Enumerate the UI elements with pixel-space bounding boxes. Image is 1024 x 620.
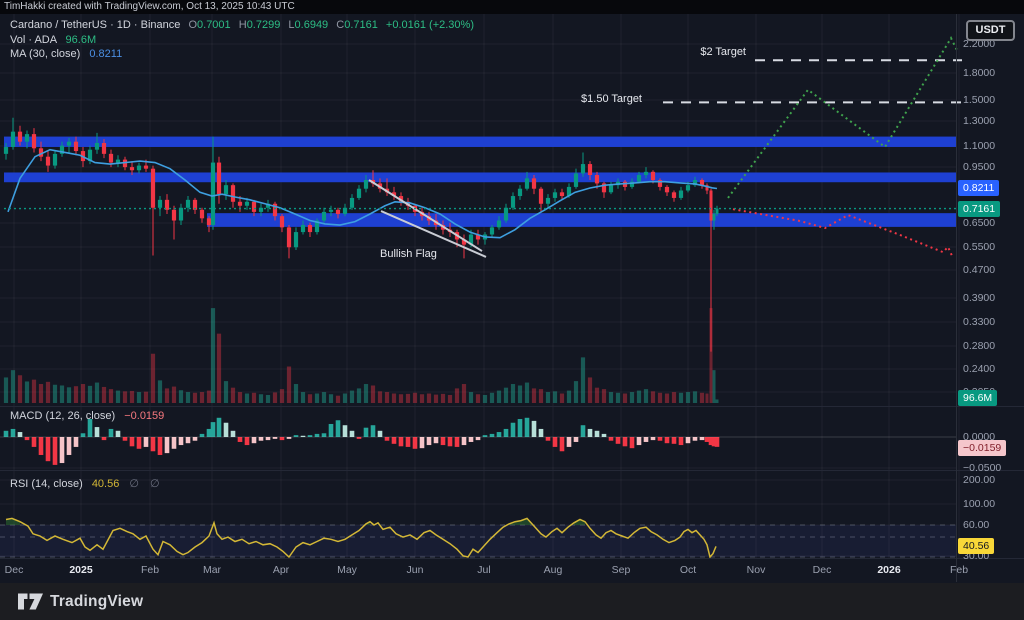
- currency-toggle-button[interactable]: USDT: [966, 20, 1015, 41]
- bullish-flag-label[interactable]: Bullish Flag: [380, 248, 437, 260]
- axis-tick: 1.5000: [963, 94, 996, 106]
- axis-price-badge: 96.6M: [958, 390, 998, 406]
- axis-tick: 0.6500: [963, 217, 996, 229]
- ma-label: MA (30, close): [10, 48, 81, 60]
- time-tick: Jun: [406, 564, 424, 576]
- flag-trendlines[interactable]: [368, 179, 487, 258]
- volume-value: 96.6M: [65, 34, 97, 46]
- volume-label: Vol · ADA: [10, 34, 57, 46]
- pane-borders: [0, 14, 1024, 582]
- axis-tick: 200.00: [963, 474, 996, 486]
- legend-volume-row[interactable]: Vol · ADA 96.6M: [10, 34, 96, 46]
- axis-price-badge: −0.0159: [958, 440, 1007, 456]
- axis-tick: −0.0500: [963, 462, 1002, 474]
- axis-tick: 1.8000: [963, 67, 996, 79]
- time-tick: Nov: [746, 564, 766, 576]
- rsi-label: RSI (14, close): [10, 478, 83, 490]
- gridlines: [0, 14, 960, 558]
- time-tick: Apr: [272, 564, 290, 576]
- time-tick: Dec: [812, 564, 832, 576]
- time-tick: Dec: [4, 564, 24, 576]
- change-value: +0.0161 (+2.30%): [385, 19, 474, 31]
- attribution-bar: TimHakki created with TradingView.com, O…: [0, 0, 1024, 14]
- axis-tick: 0.5500: [963, 241, 996, 253]
- axis-tick: 1.3000: [963, 115, 996, 127]
- time-tick: Feb: [949, 564, 969, 576]
- rsi-value: 40.56: [91, 478, 120, 490]
- close-value: 0.7161: [344, 19, 378, 31]
- target-150-label[interactable]: $1.50 Target: [581, 93, 642, 105]
- legend-symbol-row[interactable]: Cardano / TetherUS · 1D · Binance O0.700…: [10, 19, 474, 31]
- close-label: C: [336, 19, 345, 31]
- axis-tick: 0.3300: [963, 316, 996, 328]
- symbol-title[interactable]: Cardano / TetherUS · 1D · Binance: [10, 19, 181, 31]
- time-tick: May: [337, 564, 357, 576]
- rsi-hidden-ma-icons[interactable]: ∅ ∅: [129, 478, 164, 490]
- macd-label: MACD (12, 26, close): [10, 410, 116, 422]
- time-tick: Sep: [611, 564, 631, 576]
- time-tick: Jul: [477, 564, 491, 576]
- low-value: 0.6949: [294, 19, 329, 31]
- low-label: L: [288, 19, 295, 31]
- target-dashed-lines[interactable]: [663, 59, 962, 104]
- axis-tick: 0.3900: [963, 292, 996, 304]
- tradingview-logo-icon: [18, 593, 43, 610]
- axis-tick: 2.2000: [963, 38, 996, 50]
- legend-rsi-row[interactable]: RSI (14, close) 40.56 ∅ ∅: [10, 477, 164, 490]
- legend-macd-row[interactable]: MACD (12, 26, close) −0.0159: [10, 410, 164, 422]
- tradingview-logo-text: TradingView: [50, 592, 144, 610]
- high-value: 0.7299: [246, 19, 281, 31]
- time-tick: Aug: [543, 564, 563, 576]
- volume-bars: [3, 308, 719, 403]
- rsi-plot: [5, 517, 717, 559]
- support-resistance-zones[interactable]: [4, 136, 956, 227]
- axis-tick: 60.00: [963, 519, 990, 531]
- axis-price-badge: 40.56: [958, 538, 995, 554]
- macd-value: −0.0159: [124, 410, 165, 422]
- time-tick: Feb: [140, 564, 160, 576]
- ma-value: 0.8211: [89, 48, 123, 60]
- axis-tick: 0.2400: [963, 363, 996, 375]
- axis-tick: 0.4700: [963, 264, 996, 276]
- axis-price-badge: 0.8211: [958, 180, 1000, 196]
- time-tick: Mar: [202, 564, 222, 576]
- target-2-label[interactable]: $2 Target: [700, 46, 746, 58]
- footer-bar: TradingView: [0, 583, 1024, 620]
- axis-tick: 0.2800: [963, 340, 996, 352]
- axis-tick: 0.9500: [963, 161, 996, 173]
- time-tick: Oct: [679, 564, 697, 576]
- projection-paths: [727, 36, 959, 259]
- candlesticks: [3, 117, 719, 352]
- high-label: H: [238, 19, 247, 31]
- attribution-text: TimHakki created with TradingView.com, O…: [4, 1, 295, 12]
- time-axis[interactable]: Dec 2025 Feb Mar Apr May Jun Jul Aug Sep Oct Nov Dec…: [0, 558, 1024, 582]
- tradingview-logo[interactable]: TradingView: [18, 592, 143, 611]
- legend-ma-row[interactable]: MA (30, close) 0.8211: [10, 48, 122, 60]
- open-label: O: [188, 19, 198, 31]
- macd-histogram: [0, 417, 956, 465]
- time-tick: 2025: [69, 564, 93, 576]
- time-tick: 2026: [877, 564, 901, 576]
- axis-tick: 100.00: [963, 498, 996, 510]
- open-value: 0.7001: [197, 19, 231, 31]
- price-axis[interactable]: 2.2000 1.8000 1.5000 1.3000 1.1000 0.9500 0.65…: [956, 0, 1024, 582]
- ma-line: [7, 148, 718, 239]
- axis-tick: 1.1000: [963, 140, 996, 152]
- axis-price-badge: 0.7161: [958, 201, 1001, 217]
